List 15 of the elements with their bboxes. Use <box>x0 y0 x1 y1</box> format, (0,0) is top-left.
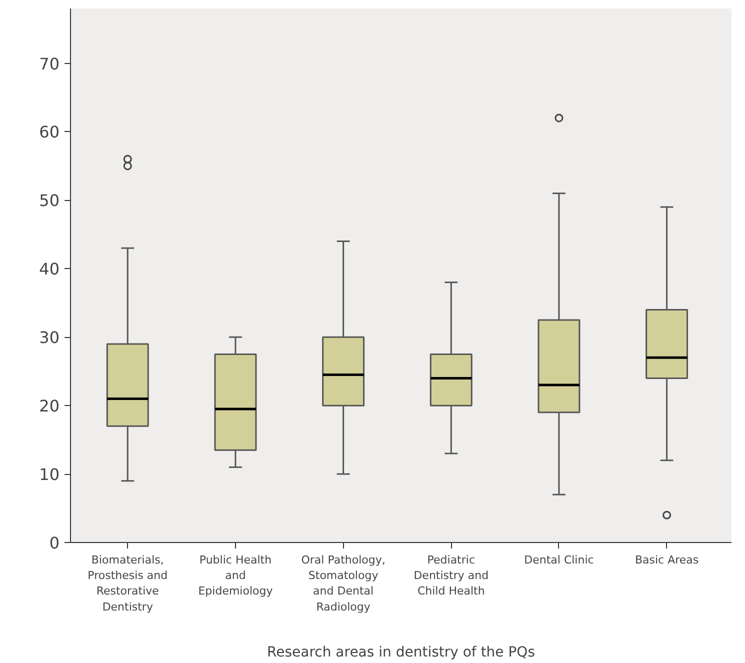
y-tick-label: 50 <box>39 191 60 210</box>
x-tick-label: Dental Clinic <box>524 554 594 566</box>
y-tick-label: 20 <box>39 396 60 416</box>
x-tick-label: Basic Areas <box>634 554 699 566</box>
y-tick-label: 30 <box>39 328 60 348</box>
x-tick-label: Pediatric Dentistry and Child Health <box>414 554 489 598</box>
x-tick-label: Oral Pathology, Stomatology and Dental Radiology <box>301 554 386 614</box>
x-axis-title: Research areas in dentistry of the PQs <box>267 644 535 660</box>
x-tick-label: Biomaterials, Prosthesis and Restorative Dentistry <box>88 554 168 614</box>
y-tick-label: 0 <box>49 534 60 552</box>
y-tick-label: 40 <box>39 260 60 279</box>
x-tick-label: Public Health and Epidemiology <box>198 554 274 598</box>
y-tick-label: 60 <box>39 122 60 142</box>
y-tick-label: 10 <box>39 465 60 484</box>
y-tick-label: 70 <box>39 54 60 74</box>
